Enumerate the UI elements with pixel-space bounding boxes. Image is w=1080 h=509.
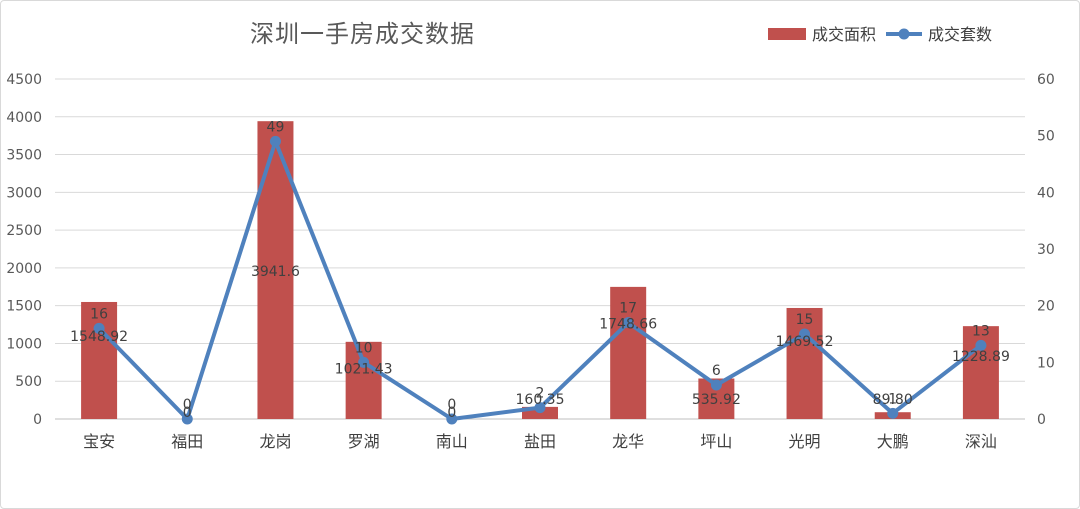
y-left-tick-label: 2500 <box>6 223 42 239</box>
x-category-label: 光明 <box>789 432 821 451</box>
line-value-label: 0 <box>447 397 456 413</box>
line-point <box>446 413 458 425</box>
x-category-label: 大鹏 <box>877 432 909 451</box>
line-value-label: 1 <box>888 391 897 407</box>
line-value-label: 2 <box>536 386 545 402</box>
line-value-label: 13 <box>972 323 990 339</box>
y-right-tick-label: 0 <box>1037 412 1046 428</box>
y-left-tick-label: 3500 <box>6 148 42 164</box>
line-point <box>887 407 899 419</box>
line-value-label: 49 <box>267 119 285 135</box>
line-value-label: 10 <box>355 340 373 356</box>
line-value-label: 17 <box>619 301 637 317</box>
line-point <box>710 379 722 391</box>
bar <box>610 286 647 419</box>
y-left-tick-label: 500 <box>15 374 42 390</box>
x-category-label: 盐田 <box>524 432 556 451</box>
line-value-label: 6 <box>712 363 721 379</box>
y-right-tick-label: 20 <box>1037 299 1055 315</box>
bar-value-label: 1228.89 <box>952 349 1010 365</box>
bar <box>81 301 118 419</box>
y-left-tick-label: 3000 <box>6 185 42 201</box>
line-value-label: 16 <box>90 306 108 322</box>
bar-value-label: 1469.52 <box>776 334 834 350</box>
line-value-label: 0 <box>183 397 192 413</box>
line-point <box>269 135 281 147</box>
x-category-label: 坪山 <box>700 432 732 451</box>
line-point <box>975 339 987 351</box>
bar <box>786 307 823 419</box>
bar-value-label: 535.92 <box>692 392 741 408</box>
line-point <box>799 328 811 340</box>
bar-value-label: 0 <box>447 405 456 421</box>
legend-swatch-bar <box>768 28 806 40</box>
line-value-label: 15 <box>796 312 814 328</box>
bar <box>345 341 382 419</box>
line-point <box>358 356 370 368</box>
bar-value-label: 1021.43 <box>335 362 393 378</box>
y-right-tick-label: 10 <box>1037 355 1055 371</box>
chart-title: 深圳一手房成交数据 <box>250 20 475 48</box>
y-left-tick-label: 4500 <box>6 72 42 88</box>
line-point <box>93 322 105 334</box>
bar-value-label: 3941.6 <box>251 264 300 280</box>
x-category-label: 南山 <box>436 432 468 451</box>
x-category-label: 宝安 <box>83 432 115 451</box>
line-point <box>534 402 546 414</box>
x-category-label: 深汕 <box>965 432 997 451</box>
bar-value-label: 0 <box>183 405 192 421</box>
y-left-tick-label: 4000 <box>6 110 42 126</box>
line-point <box>622 317 634 329</box>
bar-value-label: 1548.92 <box>70 329 128 345</box>
y-left-tick-label: 1500 <box>6 299 42 315</box>
y-left-tick-label: 1000 <box>6 336 42 352</box>
y-left-tick-label: 2000 <box>6 261 42 277</box>
line-point <box>181 413 193 425</box>
x-category-label: 龙岗 <box>259 432 291 451</box>
y-right-tick-label: 60 <box>1037 72 1055 88</box>
y-left-tick-label: 0 <box>33 412 42 428</box>
bar-value-label: 89.80 <box>873 392 913 408</box>
y-right-tick-label: 30 <box>1037 242 1055 258</box>
x-category-label: 福田 <box>171 432 203 451</box>
x-category-label: 龙华 <box>612 432 644 451</box>
legend-label: 成交面积 <box>812 25 876 44</box>
series-line <box>97 139 983 421</box>
legend-label: 成交套数 <box>928 25 992 44</box>
x-category-label: 罗湖 <box>348 432 380 451</box>
y-right-tick-label: 40 <box>1037 185 1055 201</box>
y-right-tick-label: 50 <box>1037 129 1055 145</box>
bar-value-label: 1748.66 <box>599 317 657 333</box>
legend-swatch-marker <box>898 28 910 40</box>
bar-value-label: 160.35 <box>516 392 565 408</box>
